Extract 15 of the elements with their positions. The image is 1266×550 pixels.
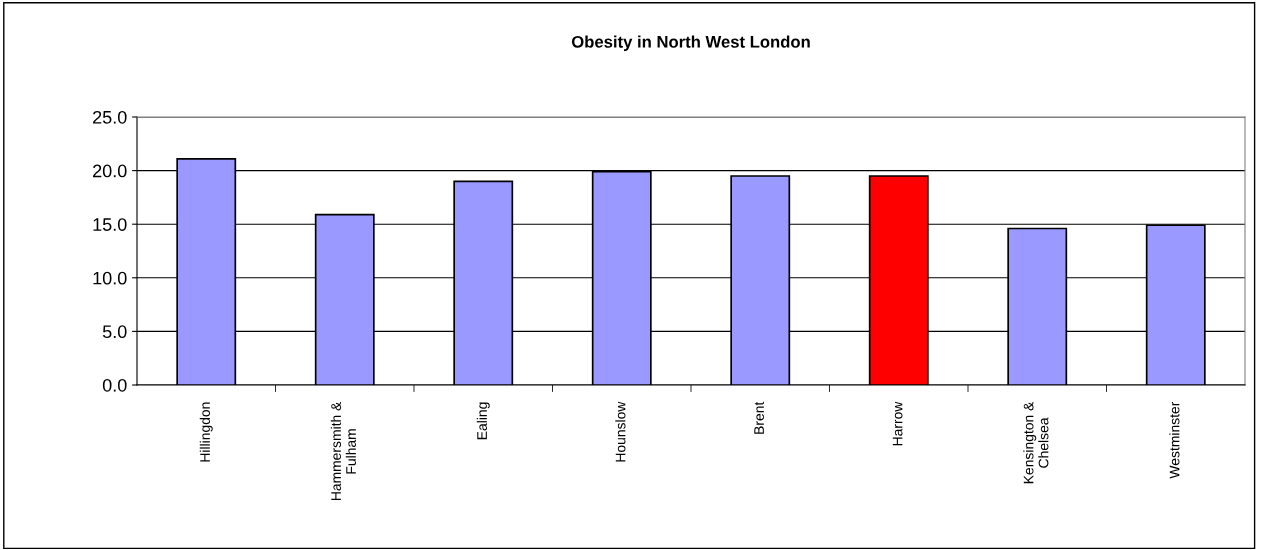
x-tick-label: Brent [754, 401, 764, 434]
x-tick-label: Ealing [476, 402, 490, 440]
y-tick-label: 15.0 [93, 218, 127, 231]
y-tick-label: 25.0 [93, 110, 127, 124]
y-tick-label: 5.0 [102, 325, 127, 339]
x-tick-label: Harrow [892, 401, 903, 446]
x-tick-label: Kensington & Chelsea [1023, 401, 1049, 484]
x-tick-label: Hammersmith & Fulham [330, 401, 356, 501]
y-tick-label: 0.0 [102, 378, 127, 392]
chart-title: Obesity in North West London [571, 35, 810, 52]
y-tick-label: 10.0 [93, 271, 127, 285]
x-tick-label: Hounslow [615, 401, 626, 462]
x-tick-label: Westminster [1169, 401, 1180, 479]
y-tick-label: 20.0 [93, 164, 127, 178]
x-tick-label: Hillingdon [199, 402, 213, 462]
